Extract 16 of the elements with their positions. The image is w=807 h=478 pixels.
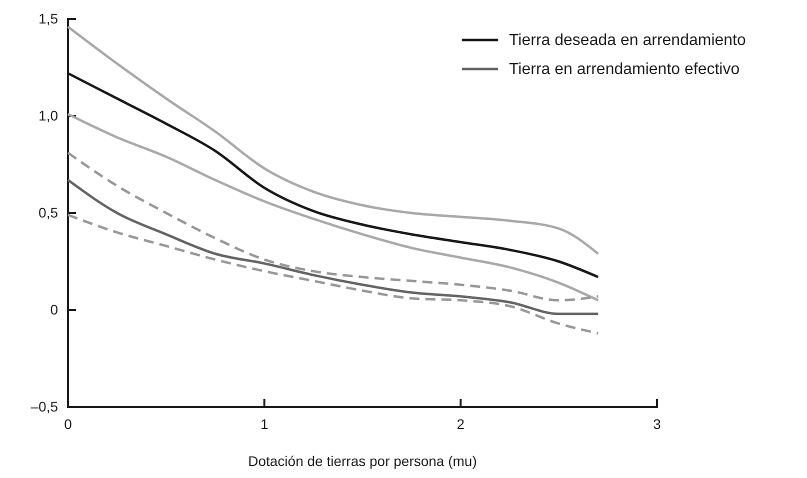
y-tick-label: –0,5	[30, 398, 58, 414]
line-series	[66, 214, 600, 335]
y-tick-label: 0	[50, 301, 58, 318]
x-tick-label: 0	[64, 416, 72, 432]
line-series	[66, 152, 600, 302]
legend-label: Tierra deseada en arrendamiento	[509, 32, 746, 49]
x-tick-label: 3	[653, 416, 662, 432]
legend-label: Tierra en arrendamiento efectivo	[509, 61, 740, 78]
y-tick-label: 1,5	[38, 10, 58, 26]
y-tick-label: 1,0	[38, 107, 58, 124]
line-series	[66, 112, 600, 302]
x-tick-label: 1	[260, 416, 268, 432]
x-axis-title: Dotación de tierras por persona (mu)	[248, 453, 477, 469]
line-series	[66, 178, 600, 316]
x-tick-label: 2	[456, 416, 465, 432]
y-tick-label: 0,5	[38, 204, 58, 220]
